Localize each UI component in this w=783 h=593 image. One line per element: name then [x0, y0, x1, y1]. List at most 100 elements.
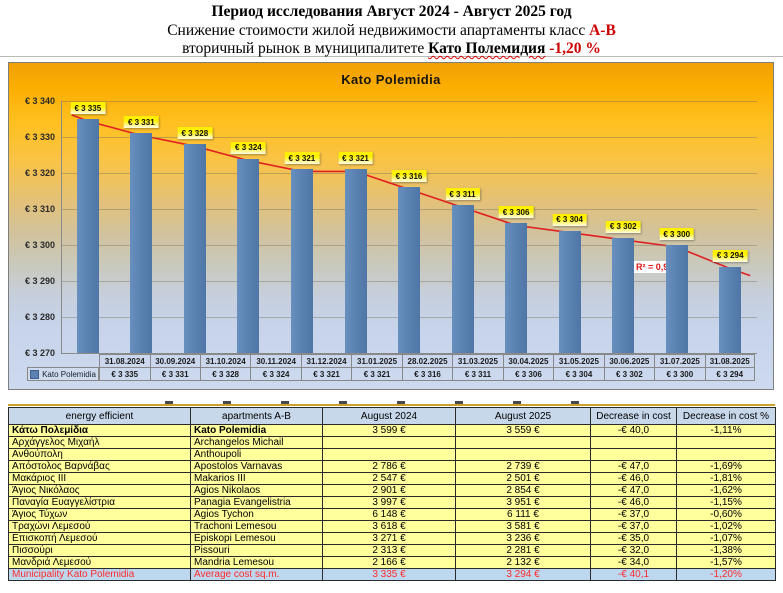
- bar-value-label: € 3 302: [605, 220, 641, 233]
- value-cell: [322, 436, 456, 449]
- table-row: Πισσούρι Pissouri 2 313 €2 281 € -€ 32,0 -1,…: [8, 544, 776, 557]
- chart-bar: [76, 119, 99, 353]
- value-cell: 2 854 €: [455, 484, 591, 497]
- y-axis-tick-label: € 3 310: [24, 204, 55, 214]
- value-cell: € 3 311: [452, 367, 503, 381]
- district-name-latin: Mandria Lemesou: [190, 556, 323, 569]
- value-cell: € 3 324: [250, 367, 301, 381]
- table-row: Κάτω Πολεμίδια Kato Polemidia 3 599 €3 559…: [8, 424, 776, 437]
- value-cell: -€ 37,0: [590, 520, 677, 533]
- table-row: Μανδριά Λεμεσού Mandria Lemesou 2 166 €2 1…: [8, 556, 776, 569]
- value-cell: 2 901 €: [322, 484, 456, 497]
- y-axis-line: [61, 101, 62, 353]
- date-cell: 31.07.2025: [654, 354, 705, 367]
- district-name-latin: Panagia Evangelistria: [190, 496, 323, 509]
- value-cell: 2 786 €: [322, 460, 456, 473]
- bar-value-label: € 3 324: [231, 141, 266, 154]
- district-name-latin: Apostolos Varnavas: [190, 460, 323, 473]
- value-cell: € 3 321: [300, 367, 352, 381]
- price-change-highlight: -1,20 %: [545, 40, 601, 57]
- district-name-latin: Agios Nikolaos: [190, 484, 323, 497]
- date-cell: 31.01.2025: [351, 354, 402, 367]
- value-cell: [590, 448, 677, 461]
- date-cell: 31.12.2024: [300, 354, 352, 367]
- value-cell: 3 335 €: [322, 568, 456, 581]
- value-cell: 3 951 €: [455, 496, 591, 509]
- bar-value-label: € 3 304: [552, 213, 587, 226]
- value-cell: € 3 300: [654, 367, 705, 381]
- district-name-greek: Πισσούρι: [8, 544, 191, 557]
- value-cell: -1,57%: [676, 556, 776, 569]
- value-cell: 6 111 €: [455, 508, 591, 521]
- table-row: Ανθούπολη Anthoupoli: [8, 448, 776, 461]
- value-cell: € 3 328: [199, 367, 251, 381]
- y-axis-tick-label: € 3 270: [24, 348, 55, 358]
- column-header: Decrease in cost %: [676, 407, 776, 425]
- bar-value-label: € 3 328: [177, 127, 213, 140]
- chart-bar: [398, 187, 420, 353]
- value-cell: [322, 448, 456, 461]
- bar-value-label: € 3 300: [659, 228, 695, 240]
- date-cell: 31.08.2025: [704, 354, 755, 367]
- table-row: Παναγία Ευαγγελίστρια Panagia Evangelistr…: [8, 496, 776, 509]
- bar-value-label: € 3 321: [338, 152, 373, 165]
- table-top-rule: [8, 404, 775, 406]
- district-name-latin: Archangelos Michail: [190, 436, 323, 449]
- clipped-row-marks: [165, 401, 620, 404]
- report-title-line3-text: вторичный рынок в муниципалитете: [182, 40, 429, 57]
- bar-value-label: € 3 306: [498, 206, 534, 219]
- value-cell: -€ 46,0: [590, 472, 677, 485]
- district-name-greek: Κάτω Πολεμίδια: [8, 424, 191, 437]
- district-name-greek: Απόστολος Βαρνάβας: [8, 460, 191, 473]
- y-axis-tick-label: € 3 300: [24, 240, 55, 250]
- district-name-greek: Επισκοπή Λεμεσού: [8, 532, 191, 545]
- value-cell: 6 148 €: [322, 508, 456, 521]
- column-header: August 2024: [322, 407, 456, 425]
- district-name-greek: Μανδριά Λεμεσού: [8, 556, 191, 569]
- district-name-greek: Παναγία Ευαγγελίστρια: [8, 496, 191, 509]
- apartment-class-highlight: А-В: [589, 21, 616, 39]
- value-cell: € 3 294: [704, 367, 755, 381]
- bar-value-label: € 3 294: [712, 249, 748, 262]
- date-cell: 30.04.2025: [502, 354, 554, 367]
- y-axis-tick-label: € 3 320: [24, 168, 55, 178]
- value-cell: -1,02%: [676, 520, 776, 533]
- value-cell: -1,07%: [676, 532, 776, 545]
- bar-value-label: € 3 311: [445, 188, 480, 201]
- chart-bar: [344, 169, 367, 353]
- chart-bar: [505, 223, 528, 353]
- district-name-latin: Agios Tychon: [190, 508, 323, 521]
- chart-gridline: [61, 137, 757, 138]
- chart-bar: [612, 237, 635, 353]
- value-cell: -€ 47,0: [590, 484, 677, 497]
- district-name-latin: Episkopi Lemesou: [190, 532, 323, 545]
- district-name-greek: Αρχάγγελος Μιχαήλ: [8, 436, 191, 449]
- chart-bar: [183, 144, 206, 353]
- chart-bar: [719, 266, 742, 353]
- value-cell: 3 271 €: [322, 532, 456, 545]
- chart-bar: [237, 158, 260, 353]
- district-name-latin: Kato Polemidia: [190, 424, 323, 437]
- chart-legend: Kato Polemidia: [27, 367, 99, 381]
- column-header: August 2025: [455, 407, 591, 425]
- date-cell: 31.10.2024: [199, 354, 251, 367]
- table-row: Αρχάγγελος Μιχαήλ Archangelos Michail: [8, 436, 776, 449]
- price-trend-chart: Kato Polemidia R² = 0,9936 € 3 340 € 3 33…: [8, 62, 774, 390]
- chart-bar: [451, 205, 474, 353]
- district-name-latin: Anthoupoli: [190, 448, 323, 461]
- value-cell: € 3 335: [99, 367, 150, 381]
- value-cell: -1,15%: [676, 496, 776, 509]
- table-row: Μακάριος III Makarios III 2 547 €2 501 € -€…: [8, 472, 776, 485]
- date-cell: 28.02.2025: [401, 354, 453, 367]
- legend-series-label: Kato Polemidia: [42, 369, 96, 379]
- table-row: Τραχώνι Λεμεσού Trachoni Lemesou 3 618 €3 …: [8, 520, 776, 533]
- value-cell: 2 501 €: [455, 472, 591, 485]
- value-cell: -€ 47,0: [590, 460, 677, 473]
- bar-value-label: € 3 321: [284, 152, 320, 165]
- value-cell: [676, 436, 776, 449]
- trend-line: [71, 114, 751, 277]
- value-cell: € 3 306: [502, 367, 554, 381]
- value-cell: 3 618 €: [322, 520, 456, 533]
- value-cell: -1,20%: [676, 568, 776, 581]
